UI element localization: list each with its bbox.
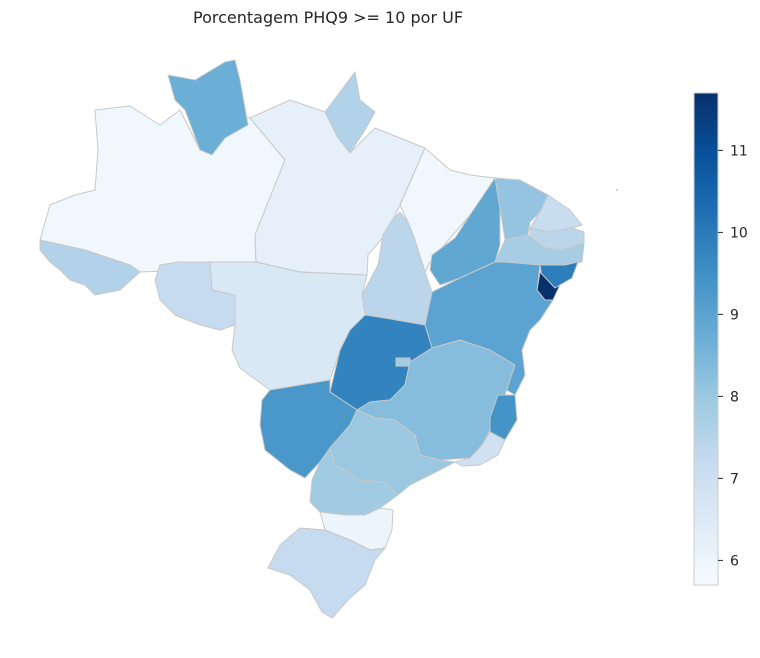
region-RJ	[454, 431, 506, 467]
region-AC	[39, 239, 141, 296]
map-title: Porcentagem PHQ9 >= 10 por UF	[192, 8, 464, 27]
brazil-map	[39, 59, 618, 619]
region-AM	[39, 105, 286, 273]
colorbar-tick-label: 7	[730, 471, 739, 487]
region-RO	[154, 261, 236, 331]
colorbar: 6 7 8 9 10 11	[693, 92, 748, 586]
colorbar-tick-label: 8	[730, 389, 739, 405]
colorbar-ticks: 6 7 8 9 10 11	[718, 143, 748, 569]
region-RR	[167, 59, 249, 156]
colorbar-tick-label: 10	[730, 225, 748, 241]
region-PI	[429, 177, 501, 286]
colorbar-tick-label: 11	[730, 143, 748, 159]
colorbar-tick-label: 6	[730, 553, 739, 569]
colorbar-gradient	[693, 92, 719, 586]
region-CE	[494, 177, 549, 241]
region-MG	[356, 339, 516, 461]
colorbar-tick-label: 9	[730, 307, 739, 323]
island-dot	[616, 189, 618, 191]
region-DF	[395, 357, 411, 367]
region-RS	[267, 527, 386, 619]
